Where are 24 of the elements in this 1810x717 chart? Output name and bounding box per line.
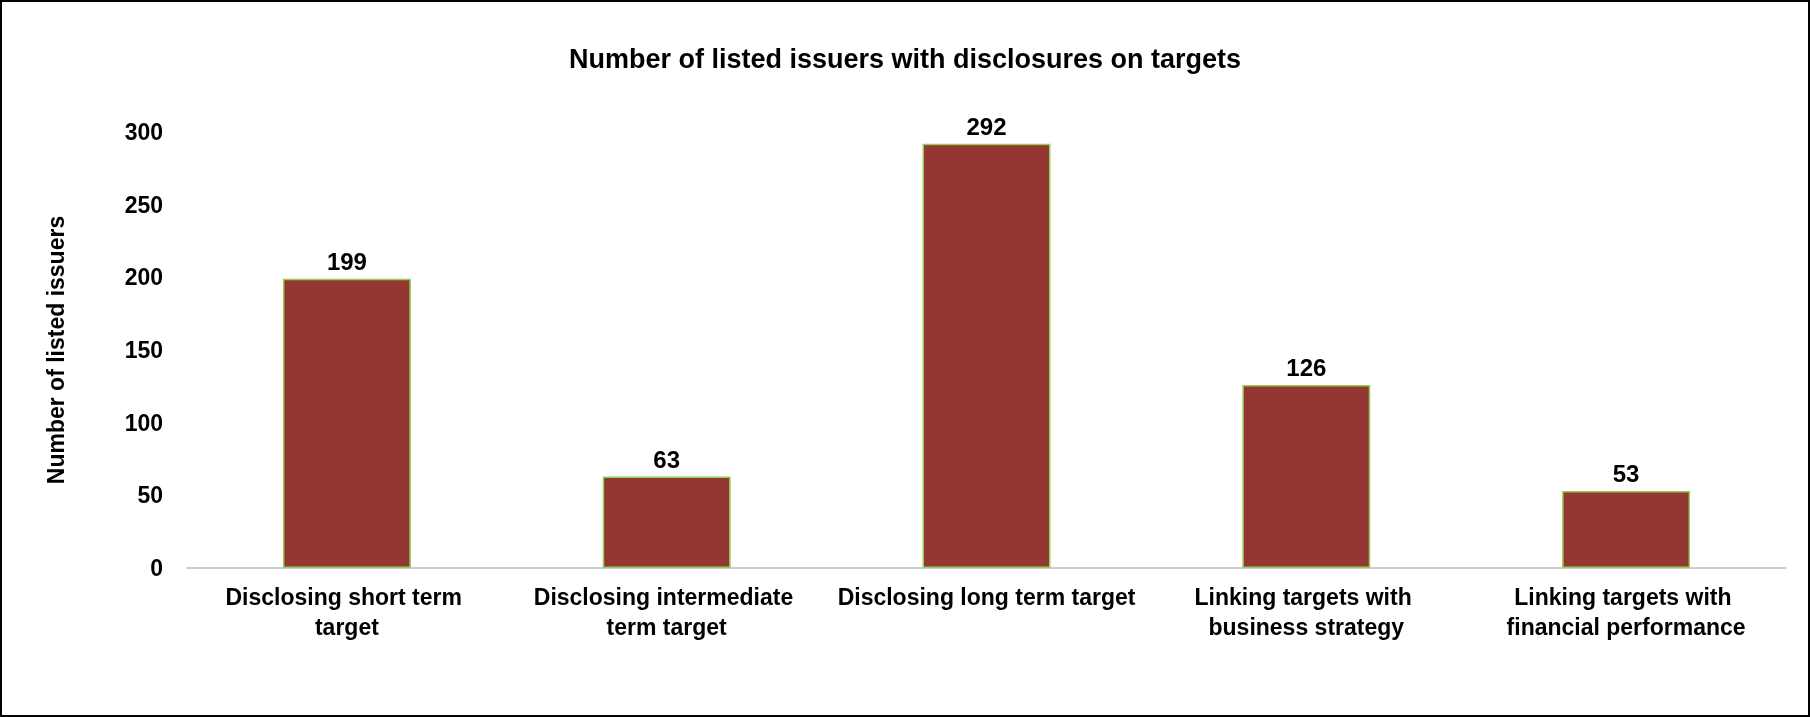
- y-tick-label: 150: [124, 337, 163, 363]
- data-label: 126: [1286, 354, 1327, 382]
- y-axis-title: Number of listed issuers: [42, 215, 69, 485]
- data-label: 63: [653, 445, 681, 473]
- x-tick-label: Linking targets with business strategy: [1194, 584, 1419, 640]
- y-tick-label: 50: [137, 482, 163, 509]
- bar: [922, 143, 1051, 568]
- x-tick-label: Disclosing short term target: [225, 584, 469, 640]
- bar: [282, 278, 411, 568]
- y-tick-label: 100: [124, 409, 163, 436]
- y-tick-label: 250: [124, 191, 163, 218]
- y-tick-label: 300: [124, 119, 163, 145]
- bar: [602, 476, 731, 568]
- x-tick-label: Linking targets with financial performance: [1506, 584, 1746, 640]
- data-label: 292: [966, 113, 1007, 141]
- data-label: 199: [326, 248, 367, 276]
- y-tick-label: 0: [150, 555, 163, 581]
- x-tick-label: Disclosing long term target: [837, 584, 1136, 610]
- data-label: 53: [1612, 460, 1640, 488]
- y-tick-label: 200: [124, 264, 163, 291]
- bar: [1242, 384, 1371, 568]
- x-tick-label: Disclosing intermediate term target: [533, 584, 800, 640]
- chart-title: Number of listed issuers with disclosures on targets: [568, 43, 1242, 74]
- bar: [1562, 490, 1691, 568]
